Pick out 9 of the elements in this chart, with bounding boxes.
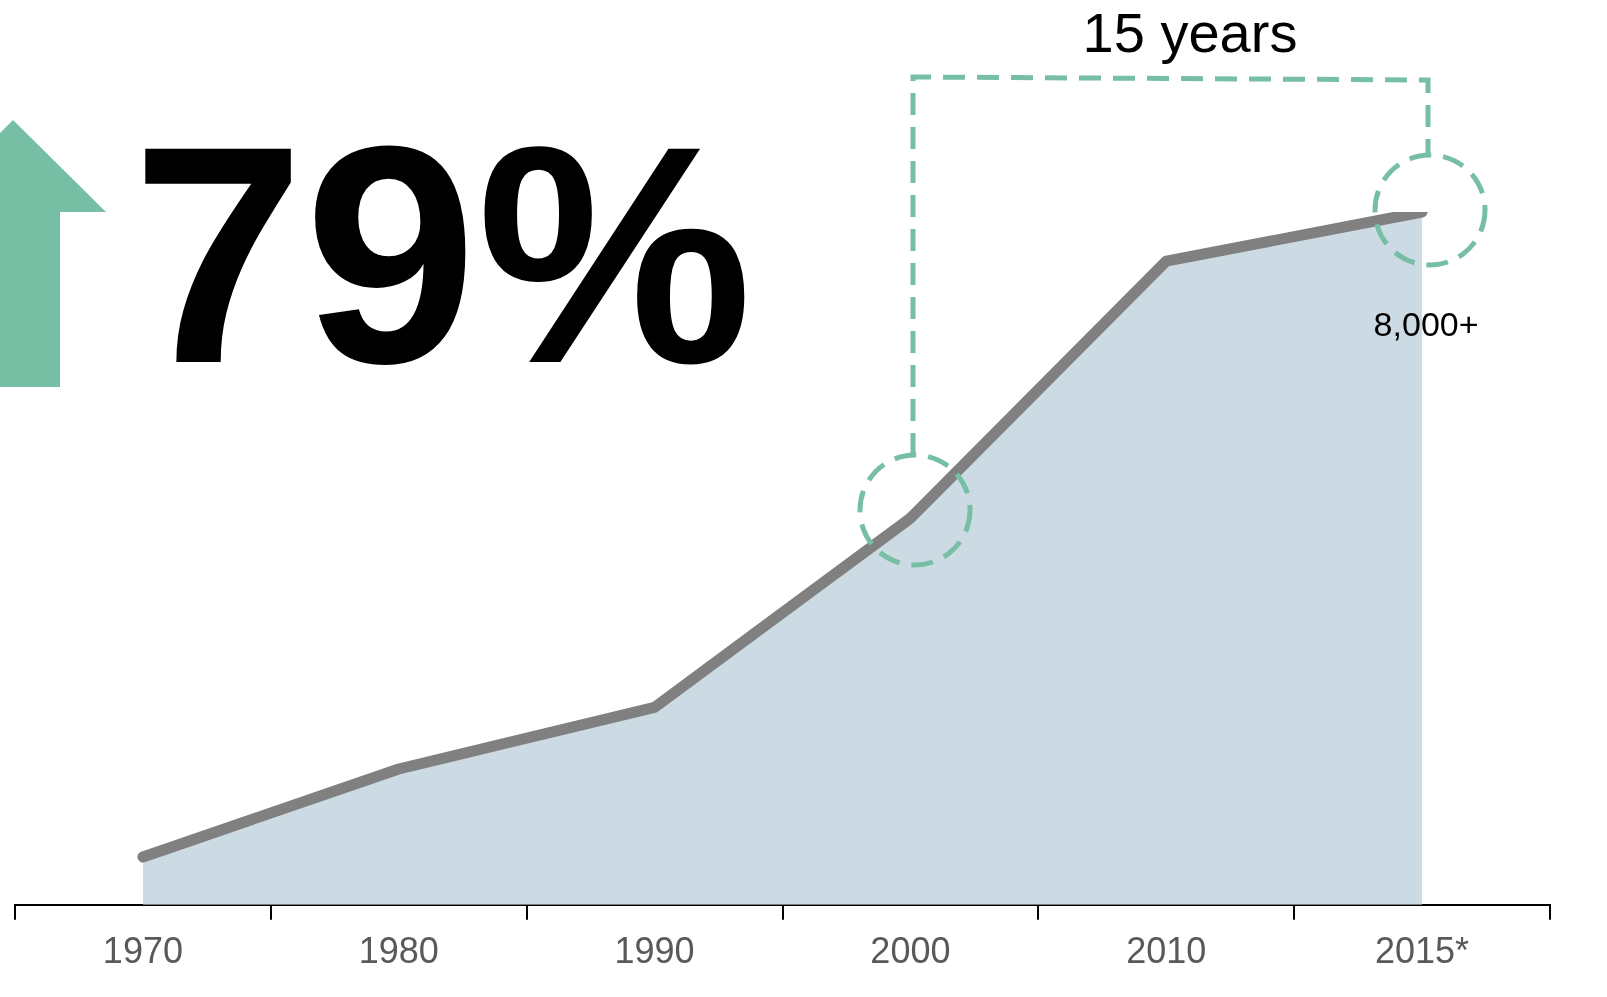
x-tick-label: 1980 bbox=[358, 930, 439, 972]
x-tick-label: 2015* bbox=[1375, 930, 1470, 972]
x-tick-label: 2000 bbox=[870, 930, 951, 972]
annotation: 79% bbox=[132, 81, 754, 428]
x-tick-label: 1990 bbox=[614, 930, 695, 972]
annotation: 8,000+ bbox=[1373, 305, 1479, 344]
x-tick-label: 2010 bbox=[1126, 930, 1207, 972]
x-tick-label: 1970 bbox=[102, 930, 183, 972]
text: 15 years bbox=[1081, 0, 1299, 65]
